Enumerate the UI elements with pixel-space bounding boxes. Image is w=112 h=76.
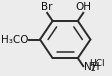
- Text: NH: NH: [83, 62, 98, 72]
- Text: 2: 2: [89, 64, 94, 73]
- Text: H₃CO: H₃CO: [1, 35, 28, 45]
- Text: Br: Br: [41, 2, 52, 12]
- Text: OH: OH: [75, 2, 91, 12]
- Text: HCl: HCl: [89, 59, 104, 68]
